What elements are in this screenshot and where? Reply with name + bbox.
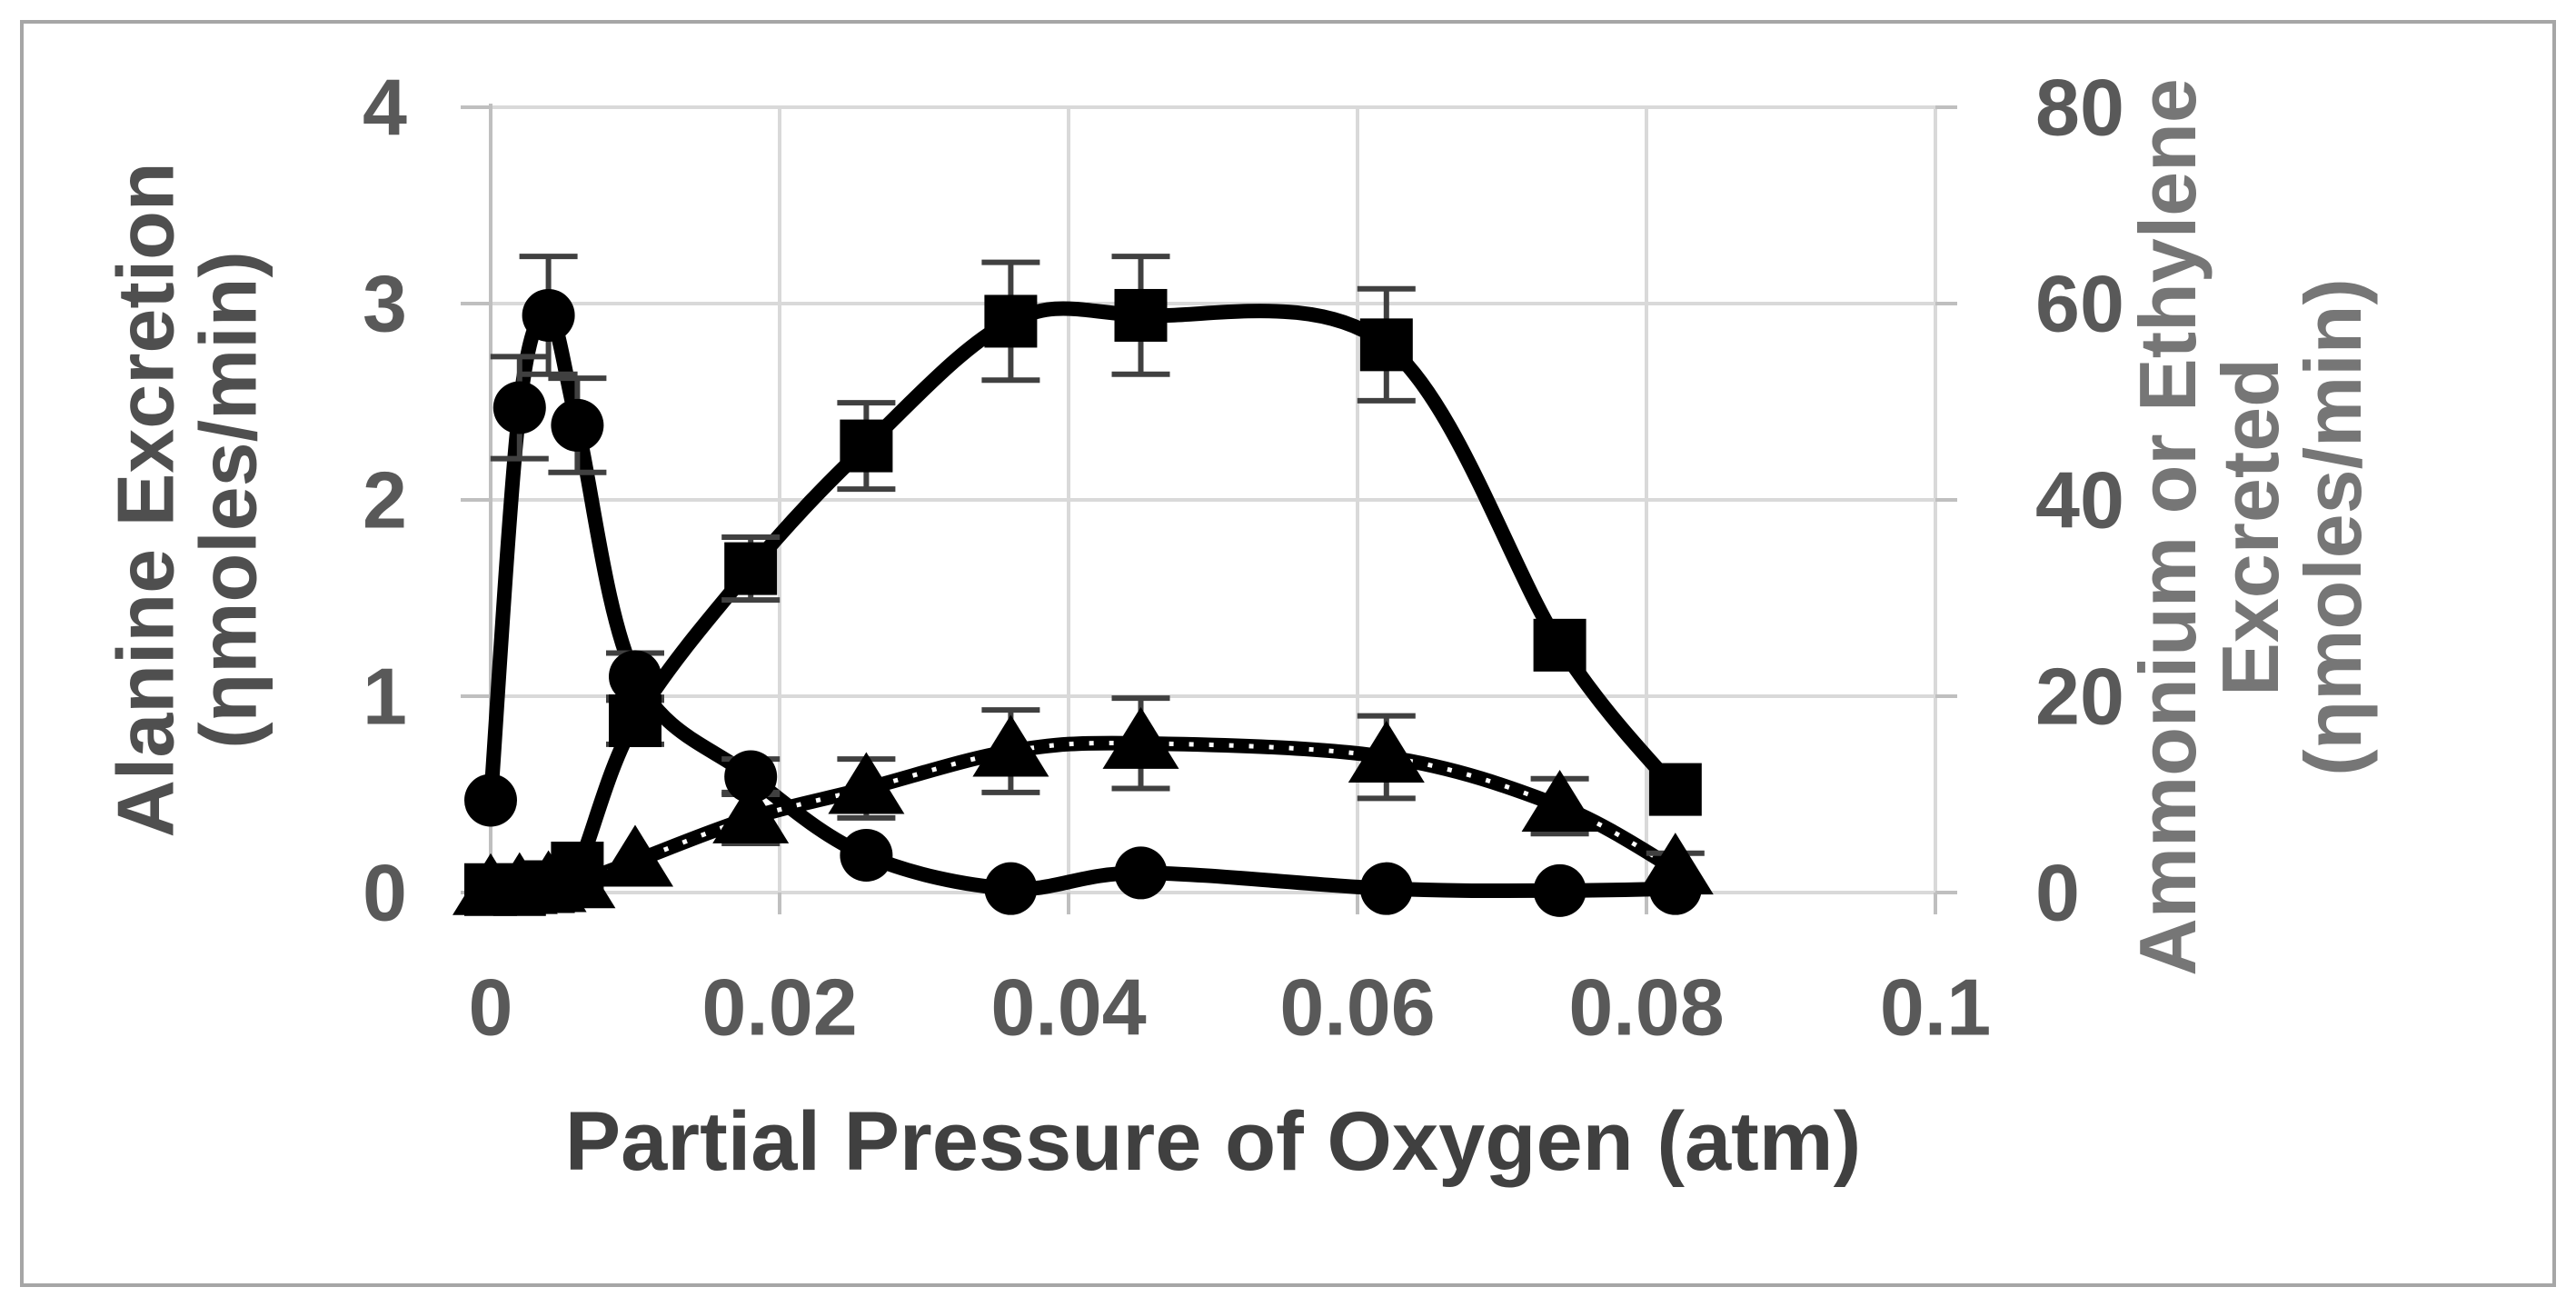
triangle-marker xyxy=(828,752,905,814)
gridlines xyxy=(489,105,1937,894)
square-marker xyxy=(984,294,1038,348)
circle-marker xyxy=(1114,846,1168,900)
circle-marker xyxy=(1533,863,1586,917)
right-axis-tick-label: 40 xyxy=(2035,455,2124,545)
triangle-marker xyxy=(1521,769,1598,832)
x-axis-tick-label: 0.02 xyxy=(701,963,857,1053)
circle-series-line xyxy=(483,307,1683,899)
figure-border xyxy=(20,20,2556,1287)
left-axis-tick-label: 2 xyxy=(363,455,407,545)
square-marker xyxy=(1114,288,1168,342)
square-marker xyxy=(840,419,893,473)
square-marker xyxy=(724,542,778,595)
right-axis-tick-label: 60 xyxy=(2035,259,2124,349)
square-series-line xyxy=(483,301,1683,897)
right-axis-title-text: Ammonium or EthyleneExcreted(ηmoles/min) xyxy=(2123,78,2378,976)
x-axis-tick-label: 0.06 xyxy=(1279,963,1435,1053)
right-axis-tick-label: 20 xyxy=(2035,652,2124,742)
x-axis-tick-label: 0.08 xyxy=(1568,963,1724,1053)
triangle-marker xyxy=(972,714,1049,777)
triangle-marker xyxy=(539,846,616,909)
square-marker xyxy=(1648,763,1702,816)
series-lines xyxy=(483,301,1683,899)
triangle-marker xyxy=(597,824,673,887)
circle-marker xyxy=(551,398,604,452)
square-marker xyxy=(1533,618,1586,672)
x-axis-tick-label: 0 xyxy=(469,963,513,1053)
axis-titles: Partial Pressure of Oxygen (atm) Alanine … xyxy=(100,78,2378,1188)
series-markers xyxy=(453,288,1714,917)
left-axis-tick-label: 0 xyxy=(363,848,407,938)
x-axis-tick-label: 0.1 xyxy=(1880,963,1991,1053)
triangle-series-line xyxy=(483,735,1683,897)
square-marker xyxy=(609,694,661,747)
axes-and-ticks xyxy=(461,104,1957,914)
right-axis-tick-label: 80 xyxy=(2035,63,2124,153)
circle-marker xyxy=(984,862,1038,915)
circle-marker xyxy=(492,381,546,434)
triangle-series-line-dots xyxy=(490,741,1676,893)
left-axis-tick-label: 3 xyxy=(363,259,407,349)
square-marker xyxy=(1359,318,1413,372)
triangle-marker xyxy=(1636,833,1714,895)
triangle-marker xyxy=(1348,720,1425,783)
left-axis-tick-label: 1 xyxy=(363,652,407,742)
chart-border xyxy=(20,20,2556,1287)
left-axis-title: Alanine Excretion(ηmoles/min) xyxy=(100,162,273,837)
right-axis-tick-label: 0 xyxy=(2035,848,2080,938)
circle-marker xyxy=(840,828,893,882)
right-axis-title: Ammonium or EthyleneExcreted(ηmoles/min) xyxy=(2123,78,2378,976)
x-axis-title: Partial Pressure of Oxygen (atm) xyxy=(565,1095,1862,1188)
triangle-marker xyxy=(712,781,790,843)
circle-marker xyxy=(724,750,778,803)
left-axis-tick-label: 4 xyxy=(363,63,407,153)
x-axis-tick-label: 0.04 xyxy=(990,963,1146,1053)
circle-marker xyxy=(522,288,575,342)
circle-marker xyxy=(1359,862,1413,915)
circle-marker xyxy=(464,773,517,827)
left-axis-title-text: Alanine Excretion(ηmoles/min) xyxy=(100,162,273,837)
triangle-marker xyxy=(1102,706,1179,769)
circle-marker xyxy=(609,650,661,703)
